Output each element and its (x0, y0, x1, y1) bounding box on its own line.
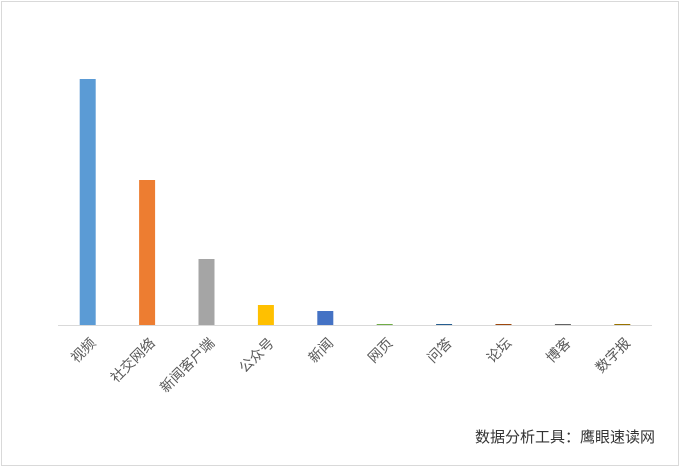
bar (317, 311, 334, 325)
bar (376, 324, 393, 325)
source-note: 数据分析工具：鹰眼速读网 (475, 428, 655, 446)
bar (436, 324, 453, 325)
bar (495, 324, 512, 325)
bar (79, 79, 96, 325)
bar (139, 180, 156, 325)
bar (257, 305, 274, 325)
bar (614, 324, 631, 325)
bar (198, 259, 215, 325)
bar (554, 324, 571, 325)
